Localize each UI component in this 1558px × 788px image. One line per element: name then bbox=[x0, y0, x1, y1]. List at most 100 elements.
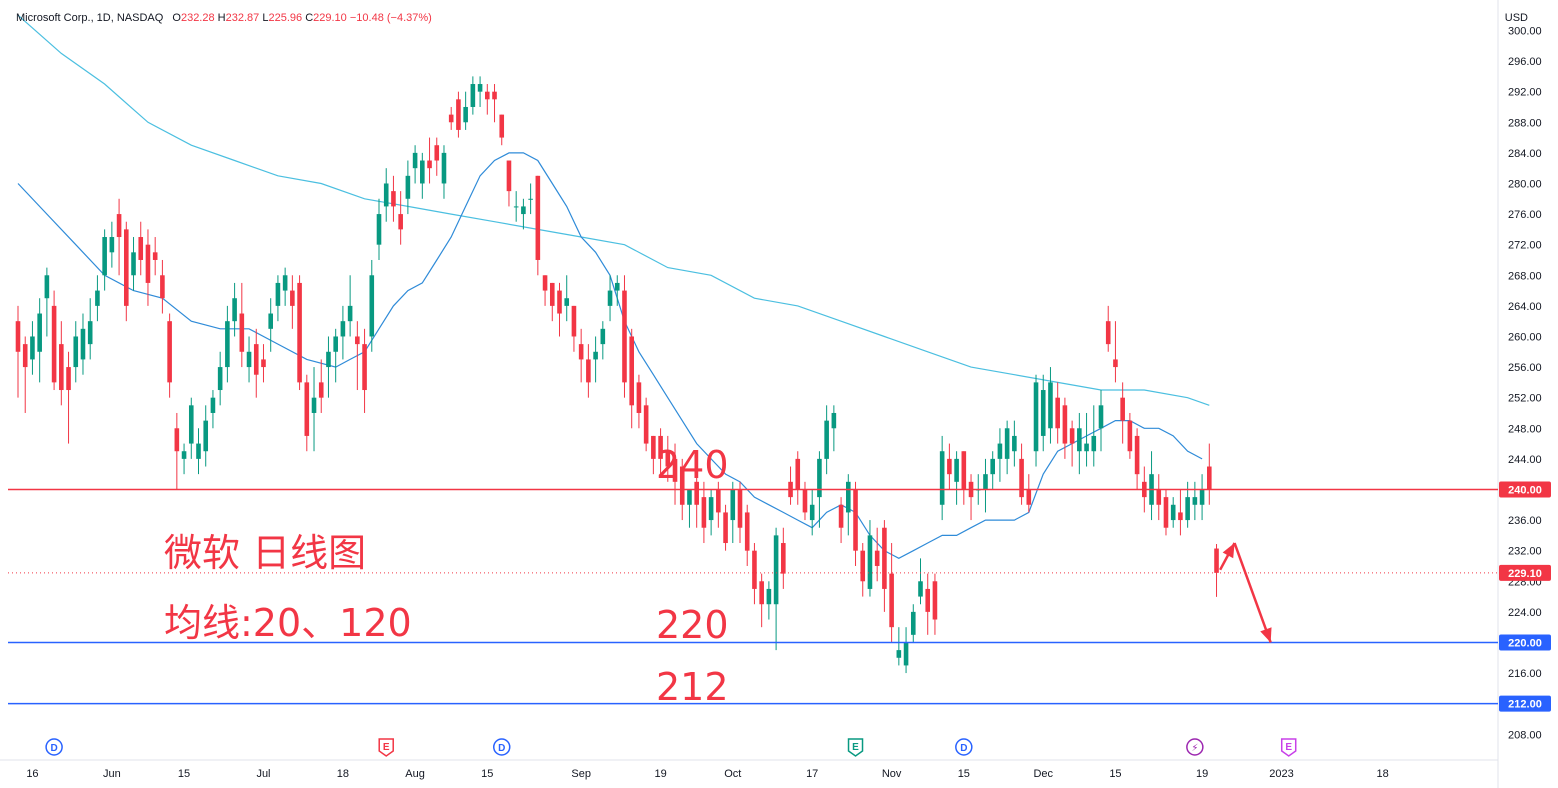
candle-body[interactable] bbox=[1163, 497, 1169, 528]
candle-body[interactable] bbox=[947, 458, 952, 475]
candle-body[interactable] bbox=[903, 642, 909, 666]
candle-body[interactable] bbox=[80, 328, 86, 360]
candle-body[interactable] bbox=[557, 290, 562, 314]
candle-body[interactable] bbox=[499, 114, 505, 138]
candle-body[interactable] bbox=[420, 160, 425, 184]
candle-body[interactable] bbox=[809, 504, 815, 521]
candle-body[interactable] bbox=[665, 451, 671, 467]
candle-body[interactable] bbox=[188, 405, 194, 444]
candle-body[interactable] bbox=[1040, 390, 1046, 436]
candle-body[interactable] bbox=[614, 282, 620, 291]
candle-body[interactable] bbox=[485, 91, 490, 100]
candle-body[interactable] bbox=[477, 84, 483, 92]
candle-body[interactable] bbox=[412, 152, 418, 169]
candle-body[interactable] bbox=[838, 504, 844, 528]
candle-body[interactable] bbox=[290, 290, 295, 306]
candle-body[interactable] bbox=[593, 351, 598, 360]
candle-body[interactable] bbox=[571, 305, 577, 337]
candle-body[interactable] bbox=[651, 435, 656, 459]
candle-body[interactable] bbox=[376, 214, 382, 245]
candle-body[interactable] bbox=[679, 466, 685, 505]
candle-body[interactable] bbox=[752, 550, 757, 589]
candle-body[interactable] bbox=[275, 282, 281, 306]
candle-body[interactable] bbox=[983, 474, 988, 490]
candle-body[interactable] bbox=[723, 512, 728, 544]
candle-body[interactable] bbox=[1113, 359, 1118, 368]
candle-body[interactable] bbox=[73, 336, 79, 368]
candle-body[interactable] bbox=[1105, 321, 1111, 345]
candle-body[interactable] bbox=[701, 497, 707, 528]
candle-body[interactable] bbox=[824, 420, 829, 459]
candle-body[interactable] bbox=[427, 160, 432, 169]
candle-body[interactable] bbox=[22, 344, 28, 368]
candle-body[interactable] bbox=[867, 535, 873, 589]
candle-body[interactable] bbox=[1170, 504, 1176, 521]
candle-body[interactable] bbox=[232, 298, 237, 322]
candle-body[interactable] bbox=[51, 305, 57, 383]
candle-body[interactable] bbox=[1134, 435, 1140, 475]
candle-body[interactable] bbox=[102, 237, 107, 276]
candle-body[interactable] bbox=[167, 321, 172, 383]
candle-body[interactable] bbox=[716, 489, 721, 513]
candle-body[interactable] bbox=[1048, 382, 1053, 429]
candle-body[interactable] bbox=[672, 458, 678, 482]
earnings-marker[interactable] bbox=[847, 738, 864, 757]
candle-body[interactable] bbox=[817, 458, 822, 498]
candle-body[interactable] bbox=[492, 91, 497, 100]
candle-body[interactable] bbox=[860, 550, 866, 582]
candle-body[interactable] bbox=[116, 214, 122, 238]
candle-body[interactable] bbox=[326, 351, 331, 368]
candle-body[interactable] bbox=[687, 489, 692, 505]
candle-body[interactable] bbox=[1120, 397, 1125, 421]
candle-body[interactable] bbox=[145, 244, 151, 283]
candle-body[interactable] bbox=[925, 588, 931, 612]
candle-body[interactable] bbox=[304, 382, 310, 436]
candle-body[interactable] bbox=[607, 290, 613, 306]
candle-body[interactable] bbox=[1098, 405, 1104, 429]
candle-body[interactable] bbox=[643, 405, 649, 444]
candle-body[interactable] bbox=[795, 458, 801, 490]
candle-body[interactable] bbox=[600, 328, 606, 345]
candle-body[interactable] bbox=[15, 321, 21, 352]
candle-body[interactable] bbox=[889, 573, 894, 628]
candle-body[interactable] bbox=[59, 344, 64, 391]
candle-body[interactable] bbox=[744, 512, 750, 551]
candle-body[interactable] bbox=[853, 489, 858, 551]
candle-body[interactable] bbox=[1055, 397, 1060, 429]
candle-body[interactable] bbox=[874, 550, 880, 566]
candle-body[interactable] bbox=[658, 435, 663, 459]
candle-body[interactable] bbox=[217, 367, 223, 391]
candle-body[interactable] bbox=[802, 489, 808, 513]
candle-body[interactable] bbox=[990, 458, 995, 475]
candle-body[interactable] bbox=[1185, 497, 1190, 521]
candle-body[interactable] bbox=[181, 451, 187, 459]
candle-body[interactable] bbox=[30, 336, 35, 360]
candle-body[interactable] bbox=[896, 650, 902, 658]
candle-body[interactable] bbox=[564, 298, 570, 306]
candle-body[interactable] bbox=[528, 198, 533, 200]
candle-body[interactable] bbox=[1199, 489, 1205, 505]
earnings-marker[interactable] bbox=[1280, 738, 1297, 757]
candle-body[interactable] bbox=[441, 152, 447, 184]
candle-body[interactable] bbox=[347, 305, 353, 322]
candle-body[interactable] bbox=[1026, 489, 1032, 505]
candle-body[interactable] bbox=[622, 290, 627, 383]
candle-body[interactable] bbox=[456, 99, 461, 130]
candle-body[interactable] bbox=[1192, 497, 1198, 505]
candle-body[interactable] bbox=[1069, 428, 1075, 444]
candle-body[interactable] bbox=[66, 367, 71, 391]
candle-body[interactable] bbox=[434, 145, 440, 161]
candle-body[interactable] bbox=[1012, 435, 1017, 452]
candle-body[interactable] bbox=[1156, 489, 1162, 505]
candle-body[interactable] bbox=[954, 458, 959, 482]
candle-body[interactable] bbox=[1127, 420, 1133, 452]
candle-body[interactable] bbox=[261, 359, 266, 368]
candle-body[interactable] bbox=[766, 588, 772, 605]
candle-body[interactable] bbox=[239, 313, 245, 352]
candle-body[interactable] bbox=[355, 336, 360, 345]
candle-body[interactable] bbox=[549, 282, 555, 306]
candle-body[interactable] bbox=[369, 275, 375, 337]
candle-body[interactable] bbox=[405, 175, 411, 199]
candle-body[interactable] bbox=[470, 84, 476, 107]
candle-body[interactable] bbox=[1077, 428, 1082, 452]
